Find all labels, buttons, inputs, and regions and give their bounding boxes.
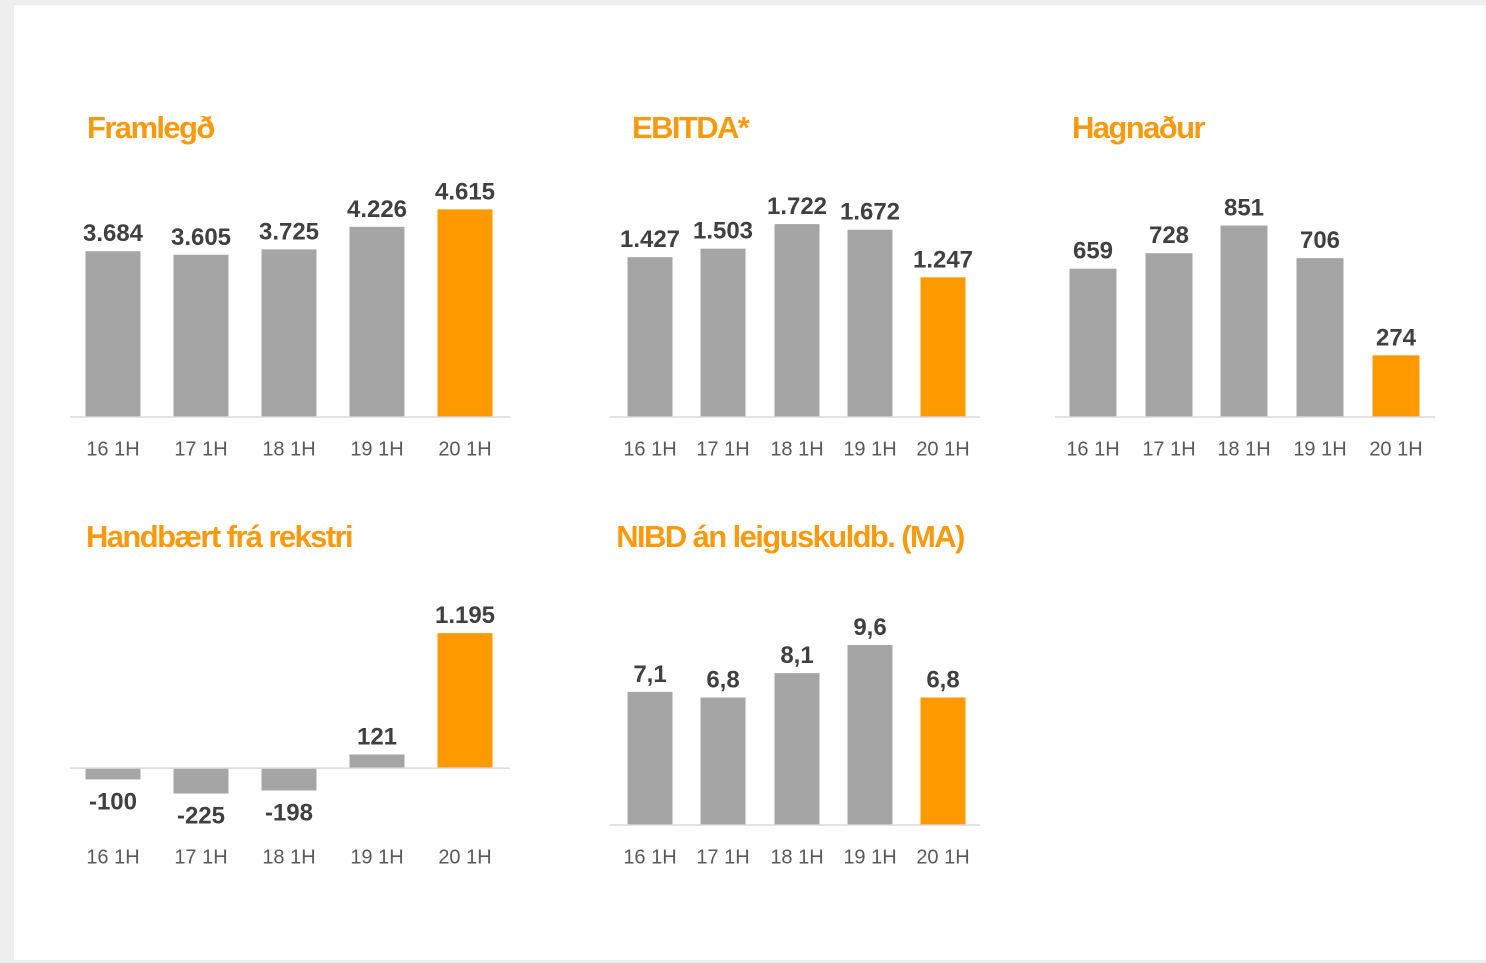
panel [14, 5, 1486, 960]
data-label: -225 [177, 803, 225, 830]
bar [847, 229, 893, 417]
data-label: 1.503 [693, 218, 753, 245]
x-tick-label: 17 1H [174, 846, 227, 868]
data-label: 274 [1376, 324, 1417, 351]
bar [774, 224, 820, 417]
bar [1145, 253, 1193, 417]
data-label: 6,8 [926, 667, 959, 694]
data-label: -100 [89, 788, 137, 815]
bar [1372, 355, 1420, 417]
bar [1296, 258, 1344, 417]
x-tick-label: 18 1H [1217, 438, 1270, 460]
bar [627, 691, 673, 825]
x-tick-label: 19 1H [350, 438, 403, 460]
x-tick-label: 17 1H [696, 846, 749, 868]
data-label: 1.195 [435, 602, 495, 629]
data-label: 706 [1300, 227, 1340, 254]
x-tick-label: 18 1H [770, 846, 823, 868]
bar [920, 697, 966, 825]
chart-title: NIBD án leiguskuldb. (MA) [616, 519, 965, 554]
x-tick-label: 17 1H [174, 438, 227, 460]
bar [85, 768, 141, 780]
x-tick-label: 16 1H [623, 846, 676, 868]
bar [774, 673, 820, 825]
data-label: -198 [265, 799, 313, 826]
chart-title: Hagnaður [1072, 110, 1205, 145]
bar [627, 257, 673, 417]
x-tick-label: 16 1H [86, 438, 139, 460]
data-label: 3.725 [259, 218, 319, 245]
bar [261, 249, 317, 417]
data-label: 1.427 [620, 226, 680, 253]
x-tick-label: 16 1H [86, 846, 139, 868]
x-tick-label: 18 1H [262, 438, 315, 460]
x-tick-label: 18 1H [770, 438, 823, 460]
data-label: 4.615 [435, 178, 495, 205]
bar [349, 754, 405, 769]
data-label: 659 [1073, 238, 1113, 265]
data-label: 121 [357, 723, 397, 750]
x-tick-label: 20 1H [438, 438, 491, 460]
x-tick-label: 20 1H [1369, 438, 1422, 460]
x-tick-label: 20 1H [438, 846, 491, 868]
bar [1220, 225, 1268, 417]
data-label: 3.605 [171, 224, 231, 251]
chart-title: Handbært frá rekstri [86, 519, 354, 554]
x-tick-label: 17 1H [1142, 438, 1195, 460]
bar [920, 277, 966, 417]
chart-title: EBITDA* [632, 110, 750, 145]
x-tick-label: 19 1H [843, 438, 896, 460]
x-tick-label: 19 1H [843, 846, 896, 868]
x-tick-label: 16 1H [1066, 438, 1119, 460]
data-label: 8,1 [780, 642, 813, 669]
x-tick-label: 16 1H [623, 438, 676, 460]
bar [173, 254, 229, 417]
bar [1069, 268, 1117, 417]
bar [700, 697, 746, 825]
x-tick-label: 20 1H [916, 438, 969, 460]
bar [847, 645, 893, 825]
data-label: 728 [1149, 222, 1189, 249]
data-label: 6,8 [706, 667, 739, 694]
data-label: 851 [1224, 195, 1264, 222]
bar [173, 768, 229, 794]
x-tick-label: 20 1H [916, 846, 969, 868]
data-label: 1.722 [767, 193, 827, 220]
x-tick-label: 17 1H [696, 438, 749, 460]
data-label: 4.226 [347, 196, 407, 223]
x-tick-label: 18 1H [262, 846, 315, 868]
bar [261, 768, 317, 791]
data-label: 3.684 [83, 220, 144, 247]
data-label: 1.247 [913, 246, 973, 273]
bar [349, 226, 405, 417]
chart-title: Framlegð [87, 110, 215, 145]
bar [85, 251, 141, 417]
data-label: 1.672 [840, 199, 900, 226]
data-label: 7,1 [633, 661, 666, 688]
data-label: 9,6 [853, 614, 886, 641]
bar [437, 633, 493, 769]
x-tick-label: 19 1H [350, 846, 403, 868]
bar [700, 248, 746, 417]
bar [437, 209, 493, 417]
x-tick-label: 19 1H [1293, 438, 1346, 460]
